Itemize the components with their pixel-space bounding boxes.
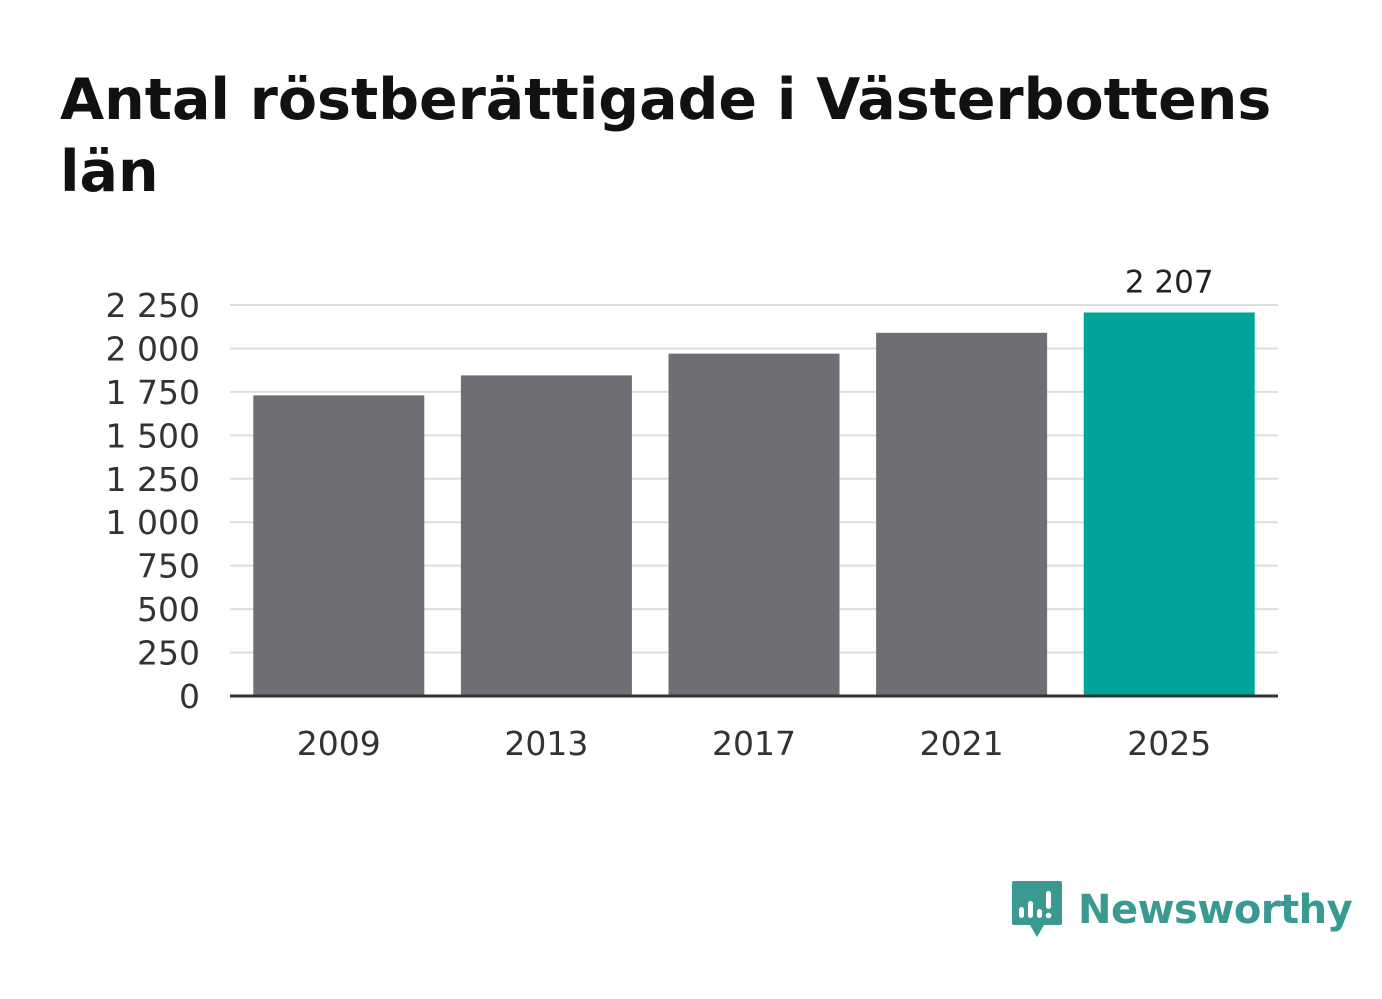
brand-logo: Newsworthy <box>1010 878 1353 942</box>
chart-speech-bubble-icon <box>1012 881 1062 937</box>
bar-2025 <box>1083 312 1255 696</box>
data-label: 2 207 <box>1125 264 1214 300</box>
x-category-label: 2013 <box>504 724 588 763</box>
x-category-label: 2009 <box>297 724 381 763</box>
bars <box>253 312 1255 696</box>
y-tick-label: 1 250 <box>106 460 200 499</box>
bar-2009 <box>253 395 425 696</box>
data-labels: 2 207 <box>1125 264 1214 300</box>
y-tick-label: 1 500 <box>106 416 200 455</box>
bar-chart: 0 250 500 750 1 000 1 250 1 500 1 750 2 000 2 250… <box>106 264 1278 763</box>
chart-title: Antal röstberättigade i Västerbottens lä… <box>60 67 1272 205</box>
y-tick-label: 750 <box>137 547 200 586</box>
y-tick-label: 2 000 <box>106 329 200 368</box>
bar-2013 <box>460 375 632 696</box>
y-tick-label: 1 750 <box>106 373 200 412</box>
y-tick-label: 500 <box>137 590 200 629</box>
bar-2017 <box>668 353 840 696</box>
bar-2021 <box>876 332 1048 696</box>
y-tick-label: 2 250 <box>106 286 200 325</box>
y-axis-tick-labels: 0 250 500 750 1 000 1 250 1 500 1 750 2 000 2 250 <box>106 286 200 716</box>
y-tick-label: 0 <box>179 677 200 716</box>
y-tick-label: 250 <box>137 634 200 673</box>
brand-name: Newsworthy <box>1078 887 1353 933</box>
x-category-label: 2017 <box>712 724 796 763</box>
x-category-label: 2025 <box>1127 724 1211 763</box>
x-category-label: 2021 <box>920 724 1004 763</box>
x-axis-category-labels: 2009 2013 2017 2021 2025 <box>297 724 1211 763</box>
y-tick-label: 1 000 <box>106 503 200 542</box>
